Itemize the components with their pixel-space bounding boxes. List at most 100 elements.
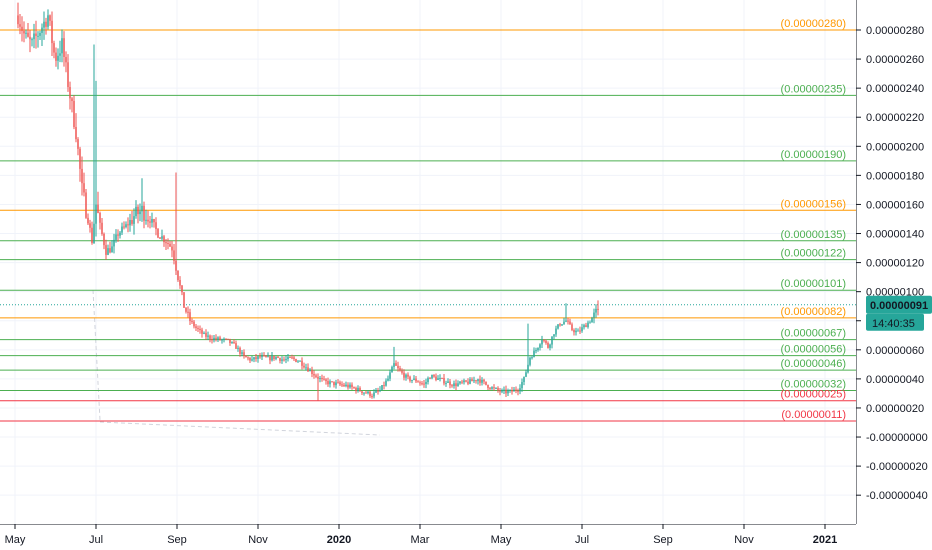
candle-body [319, 377, 321, 379]
candle-body [455, 383, 457, 387]
candle-body [287, 356, 289, 360]
candle-body [513, 389, 515, 392]
candle-body [51, 20, 53, 44]
y-tick-label: 0.00000260 [866, 54, 924, 66]
level-label: (0.00000067) [781, 328, 846, 340]
candle-body [273, 355, 275, 359]
candle-body [53, 43, 55, 53]
candle-body [43, 21, 45, 28]
candle-body [299, 360, 301, 362]
candle-body [481, 379, 483, 383]
candle-body [293, 357, 295, 360]
y-tick-label: 0.00000040 [866, 374, 924, 386]
candle-body [305, 367, 307, 369]
candle-body [271, 355, 273, 361]
candle-body [565, 320, 567, 322]
candle-body [113, 239, 115, 247]
x-tick-label: Mar [411, 534, 430, 546]
candle-body [381, 385, 383, 391]
candle-body [257, 356, 259, 360]
candle-body [505, 389, 507, 394]
x-axis[interactable]: May Jul Sep Nov 2020 Mar May Jul Sep Nov 2021 [0, 524, 932, 550]
x-tick-label: Nov [734, 534, 754, 546]
x-tick-label: Jul [575, 534, 589, 546]
candle-body [71, 98, 73, 101]
candle-body [503, 389, 505, 391]
candle-body [131, 220, 133, 224]
candle-body [349, 384, 351, 388]
candle-body [453, 383, 455, 387]
candle-body [525, 372, 527, 377]
candle-body [163, 236, 165, 243]
candle-body [161, 236, 163, 239]
candle-body [283, 359, 285, 361]
candle-body [429, 378, 431, 380]
candle-body [259, 356, 261, 358]
candle-body [385, 380, 387, 386]
candle-body [187, 311, 189, 313]
candle-body [483, 379, 485, 382]
candle-body [391, 366, 393, 373]
candle-body [375, 390, 377, 393]
candle-body [377, 390, 379, 392]
price-tags: 0.00000091 14:40:35 [866, 295, 932, 331]
candle-body [295, 359, 297, 362]
countdown-tag [866, 313, 924, 331]
candle-body [105, 245, 107, 255]
countdown-label: 14:40:35 [872, 318, 915, 330]
candle-body [117, 234, 119, 236]
candle-body [289, 356, 291, 358]
candle-body [545, 340, 547, 343]
candle-body [341, 384, 343, 386]
candle-body [555, 328, 557, 335]
candle-body [63, 38, 65, 57]
y-axis[interactable]: 0.00000280 0.00000260 0.00000240 0.00000220… [856, 0, 932, 524]
candle-body [479, 379, 481, 383]
candle-body [405, 374, 407, 378]
candle-body [501, 390, 503, 392]
candle-body [579, 330, 581, 332]
candle-body [397, 365, 399, 369]
candle-body [567, 320, 569, 322]
candle-body [369, 391, 371, 397]
candle-body [533, 350, 535, 358]
candle-body [333, 381, 335, 386]
candle-body [261, 355, 263, 358]
candle-body [417, 381, 419, 383]
candle-body [251, 359, 253, 361]
candle-body [551, 336, 553, 345]
candle-body [467, 381, 469, 384]
candle-body [577, 330, 579, 332]
candle-body [231, 341, 233, 344]
candle-body [205, 332, 207, 337]
candle-body [499, 390, 501, 392]
candle-body [127, 224, 129, 226]
x-tick-label: 2021 [813, 534, 837, 546]
candle-body [497, 387, 499, 391]
candle-body [363, 392, 365, 394]
candle-body [129, 220, 131, 226]
candle-body [351, 384, 353, 388]
candle-body [219, 337, 221, 340]
candle-body [343, 384, 345, 387]
candle-body [185, 307, 187, 312]
candle-body [419, 382, 421, 384]
candle-body [575, 330, 577, 333]
candle-body [387, 378, 389, 381]
candle-body [125, 224, 127, 228]
candle-body [585, 325, 587, 328]
candle-body [553, 334, 555, 337]
candle-body [465, 380, 467, 382]
candle-body [249, 357, 251, 361]
candle-body [21, 26, 23, 31]
y-tick-label: 0.00000020 [866, 403, 924, 415]
candle-body [95, 204, 97, 224]
candle-body [511, 389, 513, 392]
candle-body [253, 357, 255, 360]
candle-body [115, 234, 117, 240]
candle-body [83, 183, 85, 193]
candle-body [133, 216, 135, 224]
candle-body [409, 376, 411, 381]
grid [0, 0, 856, 524]
